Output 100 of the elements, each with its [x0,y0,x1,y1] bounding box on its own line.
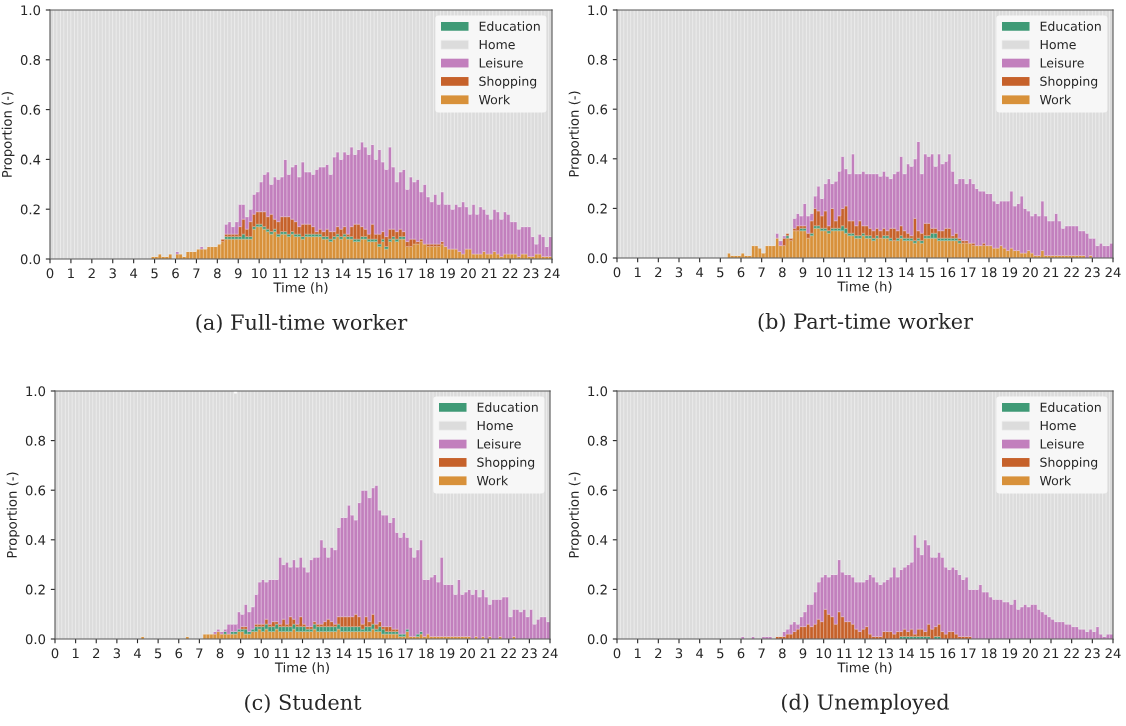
x-tick-label: 4 [130,268,138,279]
x-tick-label: 22 [1064,267,1079,278]
x-tick-label: 15 [357,648,372,659]
y-tick-label: 0.6 [20,104,41,115]
x-tick-label: 14 [899,267,914,278]
y-axis-title: Proportion (-) [1,91,15,177]
y-tick-label: 0.0 [587,634,608,645]
legend-label: Home [1040,39,1076,50]
x-tick-label: 24 [542,648,558,659]
x-tick-label: 18 [982,648,997,659]
x-tick-label: 14 [335,268,351,279]
x-tick-label: 13 [316,648,331,659]
legend-label: Leisure [1040,438,1084,449]
x-tick-label: 20 [1022,267,1038,278]
x-tick-label: 0 [46,268,54,279]
x-tick-label: 9 [799,267,807,278]
x-tick-label: 4 [696,267,704,278]
x-tick-label: 17 [961,267,976,278]
x-tick-label: 11 [837,648,852,659]
x-tick-label: 11 [273,268,288,279]
x-tick-label: 10 [252,268,267,279]
x-tick-label: 18 [419,648,434,659]
legend-label: Shopping [1040,76,1098,89]
legend-label: Education [477,402,538,412]
x-tick-label: 1 [634,648,641,659]
x-tick-label: 8 [779,648,786,659]
x-tick-label: 22 [502,268,518,279]
y-tick-label: 0.8 [25,435,46,446]
y-tick-label: 0.2 [587,203,607,214]
y-axis-title: Proportion (-) [568,91,582,177]
x-tick-label: 2 [88,268,95,279]
x-tick-label: 12 [295,648,310,659]
x-tick-label: 24 [1105,648,1121,659]
x-tick-label: 16 [940,267,956,278]
x-tick-label: 9 [799,648,807,659]
x-tick-label: 19 [440,268,455,279]
x-tick-label: 12 [858,267,873,278]
x-tick-label: 16 [378,648,393,659]
x-tick-label: 7 [758,267,765,278]
x-tick-label: 10 [816,267,832,278]
y-tick-label: 0.0 [587,253,608,264]
y-tick-label: 0.2 [25,584,45,595]
legend-label: Leisure [477,438,521,449]
x-tick-label: 16 [940,648,956,659]
x-tick-label: 11 [274,648,290,659]
x-tick-label: 21 [1043,648,1059,659]
legend-label: Home [1040,420,1076,431]
x-tick-label: 7 [196,648,203,659]
x-tick-label: 0 [51,648,59,659]
x-tick-label: 3 [113,648,121,659]
legend-label: Education [1040,21,1101,31]
text: (b) Part-time worker [758,312,974,332]
x-tick-label: 21 [481,268,497,279]
legend-label: Home [479,39,515,50]
legend-label: Work [478,94,511,105]
x-tick-label: 18 [982,267,997,278]
text: (c) Student [245,693,362,713]
x-tick-label: 2 [93,648,100,659]
y-tick-label: 0.6 [25,485,46,496]
x-tick-label: 4 [133,648,141,659]
x-tick-label: 19 [439,648,455,659]
x-tick-label: 4 [696,648,704,659]
x-tick-label: 0 [613,267,621,278]
x-tick-label: 15 [356,268,371,279]
y-tick-label: 0.4 [587,535,608,545]
legend-label: Shopping [477,457,535,470]
x-tick-label: 9 [237,648,244,659]
x-tick-label: 1 [634,267,641,278]
y-axis-title: Proportion (-) [568,472,582,558]
x-tick-label: 3 [675,648,683,659]
x-tick-label: 15 [920,648,935,659]
x-tick-label: 23 [521,648,537,659]
x-tick-label: 23 [1084,267,1100,278]
x-tick-label: 5 [154,648,162,659]
x-axis-title: Time (h) [837,281,892,293]
y-tick-label: 0.6 [587,104,608,115]
legend-label: Shopping [479,76,537,89]
legend-label: Education [479,21,540,31]
y-tick-label: 1.0 [21,5,41,16]
x-tick-label: 3 [675,267,683,278]
x-tick-label: 15 [920,267,935,278]
x-tick-label: 8 [216,648,224,659]
y-tick-label: 0.4 [25,535,46,545]
y-tick-label: 0.4 [20,154,41,165]
legend-label: Home [477,420,513,431]
x-axis-title: Time (h) [837,662,892,674]
x-tick-label: 5 [717,648,724,659]
x-tick-label: 21 [1043,267,1059,278]
x-tick-label: 0 [613,648,621,659]
x-tick-label: 13 [878,648,893,659]
x-tick-label: 24 [544,268,560,279]
y-tick-label: 0.8 [587,435,608,446]
legend-label: Education [1040,402,1101,412]
x-axis-title: Time (h) [274,662,329,674]
x-tick-label: 16 [377,268,393,279]
y-tick-label: 0.6 [587,485,608,496]
x-tick-label: 11 [837,267,852,278]
text: (a) Full-time worker [196,313,408,333]
y-tick-label: 0.4 [587,154,608,164]
x-tick-label: 22 [1064,648,1079,659]
